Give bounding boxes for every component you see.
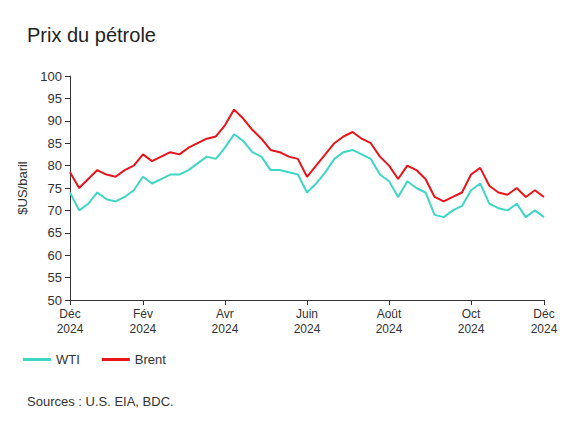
svg-text:Déc: Déc [59, 307, 80, 321]
svg-text:95: 95 [48, 91, 62, 106]
svg-text:75: 75 [48, 181, 62, 196]
svg-text:Août: Août [377, 307, 402, 321]
svg-text:2024: 2024 [212, 322, 239, 336]
svg-text:Oct: Oct [462, 307, 481, 321]
svg-text:60: 60 [48, 248, 62, 263]
svg-text:Avr: Avr [216, 307, 234, 321]
svg-text:2024: 2024 [531, 322, 558, 336]
svg-text:2024: 2024 [130, 322, 157, 336]
svg-text:90: 90 [48, 113, 62, 128]
svg-text:70: 70 [48, 203, 62, 218]
svg-text:2024: 2024 [57, 322, 84, 336]
svg-text:55: 55 [48, 270, 62, 285]
svg-text:Brent: Brent [135, 352, 166, 367]
svg-text:Sources : U.S. EIA, BDC.: Sources : U.S. EIA, BDC. [27, 394, 174, 409]
svg-text:80: 80 [48, 158, 62, 173]
svg-text:2024: 2024 [294, 322, 321, 336]
svg-text:65: 65 [48, 225, 62, 240]
svg-text:Fév: Fév [133, 307, 153, 321]
svg-text:50: 50 [48, 293, 62, 308]
svg-text:100: 100 [40, 69, 62, 84]
svg-text:85: 85 [48, 136, 62, 151]
svg-text:WTI: WTI [56, 352, 80, 367]
svg-text:2024: 2024 [376, 322, 403, 336]
svg-text:Juin: Juin [296, 307, 318, 321]
svg-text:Déc: Déc [533, 307, 554, 321]
svg-text:$US/baril: $US/baril [15, 161, 30, 215]
svg-text:2024: 2024 [458, 322, 485, 336]
svg-text:Prix du pétrole: Prix du pétrole [27, 24, 156, 46]
